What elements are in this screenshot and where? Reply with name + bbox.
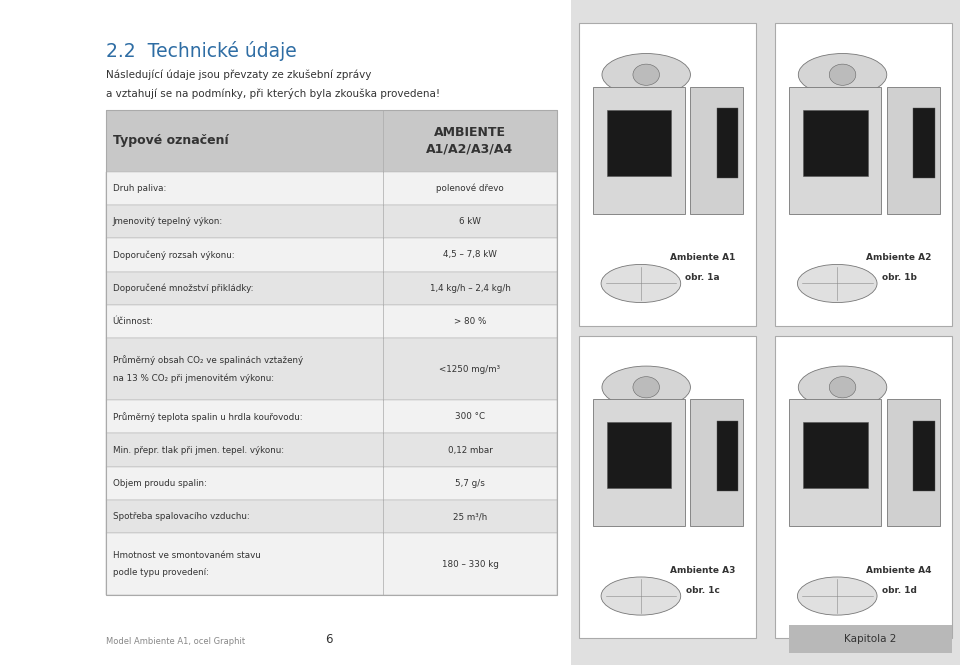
Bar (607, 110, 671, 176)
Text: Ambiente A3: Ambiente A3 (670, 566, 735, 575)
Text: AMBIENTE: AMBIENTE (434, 126, 506, 138)
Text: Doporučené množství přikládky:: Doporučené množství přikládky: (112, 283, 253, 293)
Bar (106, 271, 557, 305)
Text: Spotřeba spalovacího vzduchu:: Spotřeba spalovacího vzduchu: (112, 512, 250, 521)
Text: <1250 mg/m³: <1250 mg/m³ (440, 364, 500, 374)
Text: Model Ambiente A1, ocel Graphit: Model Ambiente A1, ocel Graphit (106, 637, 245, 646)
Text: 0,12 mbar: 0,12 mbar (447, 446, 492, 454)
Text: Hmotnost ve smontovaném stavu: Hmotnost ve smontovaném stavu (112, 551, 260, 560)
Text: > 80 %: > 80 % (454, 317, 487, 326)
Text: Ambiente A4: Ambiente A4 (867, 566, 932, 575)
Text: Druh paliva:: Druh paliva: (112, 184, 166, 193)
Bar (887, 400, 940, 527)
Bar (913, 108, 934, 178)
Bar (106, 500, 557, 533)
Bar (804, 422, 868, 488)
Ellipse shape (798, 577, 877, 615)
Bar (789, 87, 881, 214)
Ellipse shape (799, 53, 887, 96)
Text: Průměrný obsah CO₂ ve spalinách vztažený: Průměrný obsah CO₂ ve spalinách vztažený (112, 356, 302, 365)
Bar (690, 400, 743, 527)
Text: 6 kW: 6 kW (459, 217, 481, 226)
Text: Min. přepr. tlak při jmen. tepel. výkonu:: Min. přepr. tlak při jmen. tepel. výkonu… (112, 446, 283, 454)
Text: 4,5 – 7,8 kW: 4,5 – 7,8 kW (444, 251, 497, 259)
Bar (593, 400, 685, 527)
Ellipse shape (829, 64, 855, 85)
Bar (717, 421, 738, 491)
Bar (106, 110, 557, 595)
Text: Typové označení: Typové označení (112, 134, 228, 147)
Text: Kapitola 2: Kapitola 2 (845, 634, 897, 644)
Text: 2.2  Technické údaje: 2.2 Technické údaje (106, 41, 297, 61)
Bar (776, 23, 952, 326)
Bar (717, 108, 738, 178)
Text: 6: 6 (324, 633, 332, 646)
Text: Účinnost:: Účinnost: (112, 317, 154, 326)
Bar (106, 238, 557, 271)
Bar (106, 110, 557, 172)
Bar (913, 421, 934, 491)
Bar (106, 205, 557, 238)
Ellipse shape (829, 376, 855, 398)
Text: 5,7 g/s: 5,7 g/s (455, 479, 485, 488)
Bar (776, 336, 952, 638)
Bar (593, 87, 685, 214)
Ellipse shape (601, 265, 681, 303)
Ellipse shape (798, 265, 877, 303)
Text: Ambiente A1: Ambiente A1 (670, 253, 735, 262)
Bar (789, 625, 952, 653)
Bar (789, 400, 881, 527)
Ellipse shape (602, 366, 690, 408)
Bar (607, 422, 671, 488)
Text: 300 °C: 300 °C (455, 412, 485, 421)
Text: podle typu provedení:: podle typu provedení: (112, 569, 208, 577)
Bar (690, 87, 743, 214)
Text: A1/A2/A3/A4: A1/A2/A3/A4 (426, 143, 514, 156)
Bar (106, 400, 557, 434)
Bar (106, 338, 557, 400)
Text: Objem proudu spalin:: Objem proudu spalin: (112, 479, 206, 488)
Bar (887, 87, 940, 214)
Ellipse shape (633, 64, 660, 85)
Bar (106, 467, 557, 500)
Bar (106, 434, 557, 467)
Bar (579, 23, 756, 326)
Text: obr. 1c: obr. 1c (685, 586, 720, 595)
Text: Jmenovitý tepelný výkon:: Jmenovitý tepelný výkon: (112, 217, 223, 226)
Text: 1,4 kg/h – 2,4 kg/h: 1,4 kg/h – 2,4 kg/h (430, 284, 511, 293)
Text: obr. 1a: obr. 1a (685, 273, 720, 282)
Ellipse shape (799, 366, 887, 408)
Text: Průměrný teplota spalin u hrdla kouřovodu:: Průměrný teplota spalin u hrdla kouřovod… (112, 412, 302, 422)
Text: 180 – 330 kg: 180 – 330 kg (442, 560, 498, 569)
Text: a vztahují se na podmínky, při kterých byla zkouška provedena!: a vztahují se na podmínky, při kterých b… (106, 88, 440, 99)
Text: na 13 % CO₂ při jmenovitém výkonu:: na 13 % CO₂ při jmenovitém výkonu: (112, 373, 274, 382)
Text: obr. 1d: obr. 1d (881, 586, 917, 595)
Text: Ambiente A2: Ambiente A2 (867, 253, 932, 262)
Text: obr. 1b: obr. 1b (881, 273, 917, 282)
Bar (106, 305, 557, 338)
Text: polenové dřevo: polenové dřevo (436, 184, 504, 193)
Text: Následující údaje jsou převzaty ze zkušební zprávy: Následující údaje jsou převzaty ze zkuše… (106, 70, 372, 80)
Bar (804, 110, 868, 176)
Bar (106, 172, 557, 205)
Ellipse shape (633, 376, 660, 398)
Ellipse shape (601, 577, 681, 615)
Ellipse shape (602, 53, 690, 96)
Bar (106, 533, 557, 595)
Text: 25 m³/h: 25 m³/h (453, 512, 487, 521)
Text: Doporučený rozsah výkonu:: Doporučený rozsah výkonu: (112, 250, 234, 259)
Bar (579, 336, 756, 638)
